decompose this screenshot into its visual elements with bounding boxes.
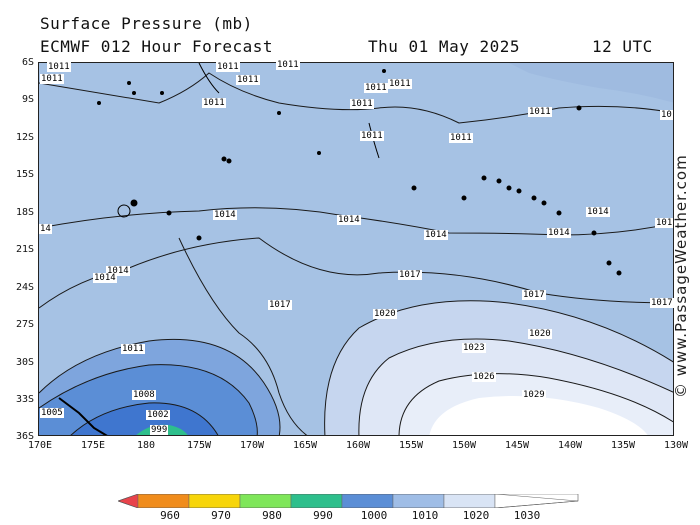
- legend-label: 1010: [411, 509, 439, 522]
- pressure-band-1030: [429, 396, 648, 435]
- lon-label: 175W: [186, 440, 212, 451]
- isobar-label: 999: [150, 425, 169, 435]
- lat-label: 33S: [15, 394, 34, 405]
- valid-date: Thu 01 May 2025: [368, 37, 520, 56]
- legend-swatch-1020-1030: [443, 494, 496, 508]
- isobar-label: 1011: [202, 98, 226, 108]
- legend-label: 1020: [462, 509, 490, 522]
- legend-swatch-1010-1020: [392, 494, 445, 508]
- valid-time: 12 UTC: [592, 37, 653, 56]
- isobar-label: 1008: [132, 390, 156, 400]
- pressure-band-1010-dark: [509, 63, 673, 103]
- isobar-label: 1020: [528, 329, 552, 339]
- lon-label: 180: [136, 440, 156, 451]
- legend-label: 1030: [513, 509, 541, 522]
- legend-swatch-980-990: [239, 494, 292, 508]
- isobar-label: 1014: [547, 228, 571, 238]
- lon-label: 170E: [27, 440, 53, 451]
- isobar-label: 1017: [650, 298, 674, 308]
- isobar-label: 1014: [93, 273, 117, 283]
- legend-swatch-960-arrow: [118, 494, 139, 508]
- isobar-label: 10: [660, 110, 673, 120]
- forecast-model-label: ECMWF 012 Hour Forecast: [40, 37, 274, 56]
- isobar-label: 1011: [276, 60, 300, 70]
- legend-label: 970: [211, 509, 231, 522]
- isobar-label: 1011: [40, 74, 64, 84]
- isobar-label: 1026: [472, 372, 496, 382]
- isobar-label: 1029: [522, 390, 546, 400]
- isobar-label: 1002: [146, 410, 170, 420]
- map-title: Surface Pressure (mb): [40, 14, 253, 33]
- isobar-label: 1017: [398, 270, 422, 280]
- legend-label: 980: [262, 509, 282, 522]
- isobar-label: 101: [655, 218, 674, 228]
- legend-label: 960: [160, 509, 180, 522]
- legend-swatch-960-970: [137, 494, 190, 508]
- legend-swatch-970-980: [188, 494, 241, 508]
- legend-swatch-990-1000: [290, 494, 343, 508]
- isobar-label: 14: [39, 224, 52, 234]
- lon-label: 135W: [610, 440, 636, 451]
- isobar-label: 1011: [236, 75, 260, 85]
- isobar-label: 1017: [268, 300, 292, 310]
- isobar-label: 1011: [360, 131, 384, 141]
- isobar-label: 1017: [522, 290, 546, 300]
- lat-label: 27S: [15, 319, 34, 330]
- isobar-label: 1014: [424, 230, 448, 240]
- legend-swatch-1000-1010: [341, 494, 394, 508]
- isobar-label: 1005: [40, 408, 64, 418]
- isobar-label: 1014: [337, 215, 361, 225]
- lat-label: 9S: [21, 94, 34, 105]
- isobar-label: 1011: [47, 62, 71, 72]
- lon-label: 155W: [398, 440, 424, 451]
- credit-watermark: © www.PassageWeather.com: [672, 154, 690, 398]
- isobar-label: 1011: [364, 83, 388, 93]
- lon-label: 175E: [80, 440, 106, 451]
- lat-label: 12S: [15, 132, 34, 143]
- lat-label: 36S: [15, 431, 34, 442]
- lon-label: 145W: [504, 440, 530, 451]
- lat-label: 24S: [15, 282, 34, 293]
- lat-label: 30S: [15, 357, 34, 368]
- lat-label: 21S: [15, 244, 34, 255]
- lat-label: 6S: [21, 57, 34, 68]
- pressure-color-legend: [118, 494, 579, 508]
- lon-label: 130W: [663, 440, 689, 451]
- isobar-label: 1011: [388, 79, 412, 89]
- isobar-label: 1023: [462, 343, 486, 353]
- isobar-label: 1011: [449, 133, 473, 143]
- lon-label: 170W: [239, 440, 265, 451]
- isobar-label: 1020: [373, 309, 397, 319]
- legend-label: 1000: [360, 509, 388, 522]
- lon-label: 165W: [292, 440, 318, 451]
- isobar-label: 1011: [121, 344, 145, 354]
- coastlines: [58, 63, 622, 435]
- isobar-label: 1011: [216, 62, 240, 72]
- pressure-band-1000: [71, 402, 218, 435]
- isobar-label: 1011: [528, 107, 552, 117]
- pressure-map-canvas: [39, 63, 673, 435]
- pressure-map: [38, 62, 674, 436]
- lat-label: 18S: [15, 207, 34, 218]
- lon-label: 160W: [345, 440, 371, 451]
- isobar-label: 1014: [106, 266, 130, 276]
- legend-label: 990: [313, 509, 333, 522]
- legend-swatch-1030-arrow: [494, 494, 579, 508]
- lon-label: 140W: [557, 440, 583, 451]
- lat-label: 15S: [15, 169, 34, 180]
- isobar-label: 1014: [586, 207, 610, 217]
- isobar-label: 1011: [350, 99, 374, 109]
- isobar-label: 1014: [213, 210, 237, 220]
- lon-label: 150W: [451, 440, 477, 451]
